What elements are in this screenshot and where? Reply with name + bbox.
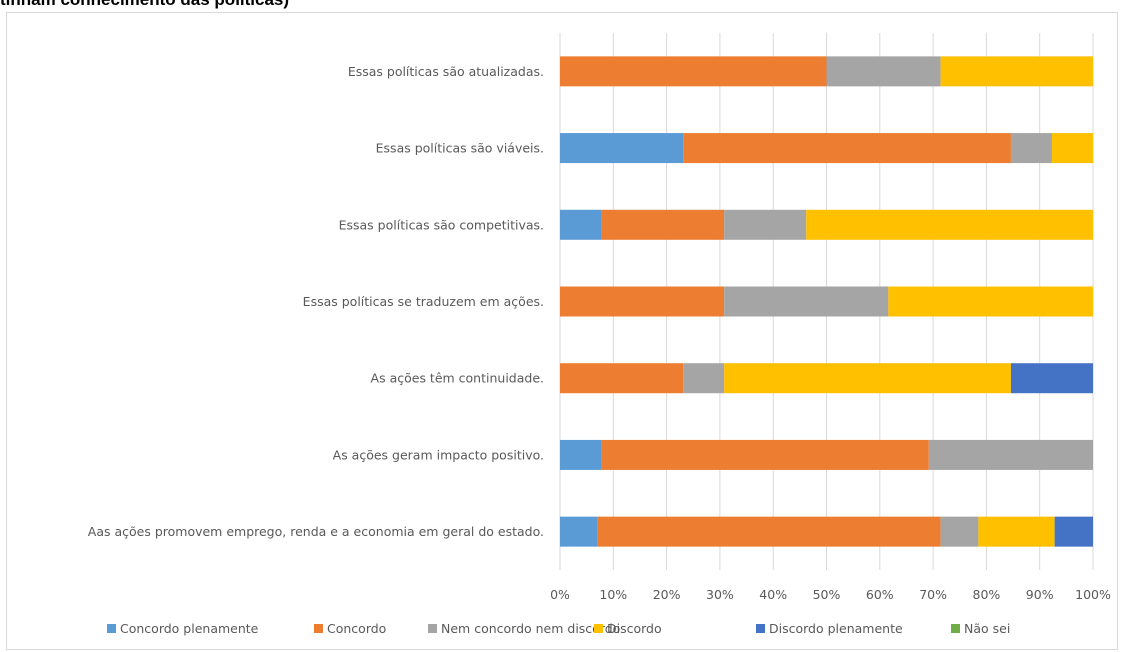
x-tick-label: 90% xyxy=(1026,587,1054,602)
x-axis-tick-labels: 0% 10% 20% 30% 40% 50% 60% 70% 80% 90% 100% xyxy=(550,587,1111,602)
legend-swatch xyxy=(951,624,960,633)
legend-swatch xyxy=(756,624,765,633)
legend-label: Concordo xyxy=(327,621,386,636)
x-tick-label: 50% xyxy=(813,587,841,602)
bar-segment xyxy=(601,439,929,470)
x-tick-label: 20% xyxy=(653,587,681,602)
bar-segment xyxy=(940,516,979,547)
bar-segment xyxy=(683,363,725,394)
bar-segment xyxy=(724,286,889,317)
x-tick-label: 40% xyxy=(759,587,787,602)
legend-label: Não sei xyxy=(964,621,1010,636)
category-label: As ações geram impacto positivo. xyxy=(333,447,544,462)
bar-segment xyxy=(683,133,1011,164)
bar-segment xyxy=(724,209,807,240)
legend-label: Discordo xyxy=(607,621,662,636)
x-tick-label: 30% xyxy=(706,587,734,602)
bar-segment xyxy=(1010,363,1093,394)
category-label: Aas ações promovem emprego, renda e a ec… xyxy=(88,524,544,539)
x-tick-label: 70% xyxy=(919,587,947,602)
x-tick-label: 100% xyxy=(1075,587,1111,602)
category-label: As ações têm continuidade. xyxy=(371,371,544,386)
bar-segment xyxy=(826,56,941,87)
x-tick-label: 60% xyxy=(866,587,894,602)
bar-segment xyxy=(978,516,1055,547)
bar-segment xyxy=(560,286,725,317)
bar-segment xyxy=(601,209,725,240)
bar-segment xyxy=(560,363,684,394)
bar-segment xyxy=(888,286,1093,317)
legend-label: Discordo plenamente xyxy=(769,621,903,636)
bar-segment xyxy=(597,516,941,547)
category-label: Essas políticas são competitivas. xyxy=(339,217,544,232)
category-label: Essas políticas são atualizadas. xyxy=(348,64,544,79)
legend-swatch xyxy=(428,624,437,633)
bar-segment xyxy=(560,133,684,164)
bar-segment xyxy=(560,439,602,470)
bar-segment xyxy=(940,56,1093,87)
page-title: tinham conhecimento das políticas) xyxy=(0,0,289,10)
bars xyxy=(560,56,1093,547)
bar-segment xyxy=(560,56,827,87)
bar-segment xyxy=(806,209,1093,240)
x-tick-label: 0% xyxy=(550,587,570,602)
bar-segment xyxy=(1054,516,1093,547)
x-tick-label: 80% xyxy=(973,587,1001,602)
bar-segment xyxy=(724,363,1011,394)
legend-label: Nem concordo nem discordo xyxy=(441,621,620,636)
x-tick-label: 10% xyxy=(599,587,627,602)
category-label: Essas políticas se traduzem em ações. xyxy=(303,294,544,309)
legend-swatch xyxy=(314,624,323,633)
category-label: Essas políticas são viáveis. xyxy=(376,141,544,156)
bar-segment xyxy=(560,516,598,547)
legend: Concordo plenamente Concordo Nem concordo … xyxy=(107,621,1010,636)
bar-segment xyxy=(928,439,1093,470)
bar-segment xyxy=(1010,133,1052,164)
legend-swatch xyxy=(594,624,603,633)
bar-segment xyxy=(560,209,602,240)
bar-segment xyxy=(1051,133,1093,164)
category-labels: Essas políticas são atualizadas. Essas po… xyxy=(88,64,544,539)
legend-swatch xyxy=(107,624,116,633)
legend-label: Concordo plenamente xyxy=(120,621,259,636)
